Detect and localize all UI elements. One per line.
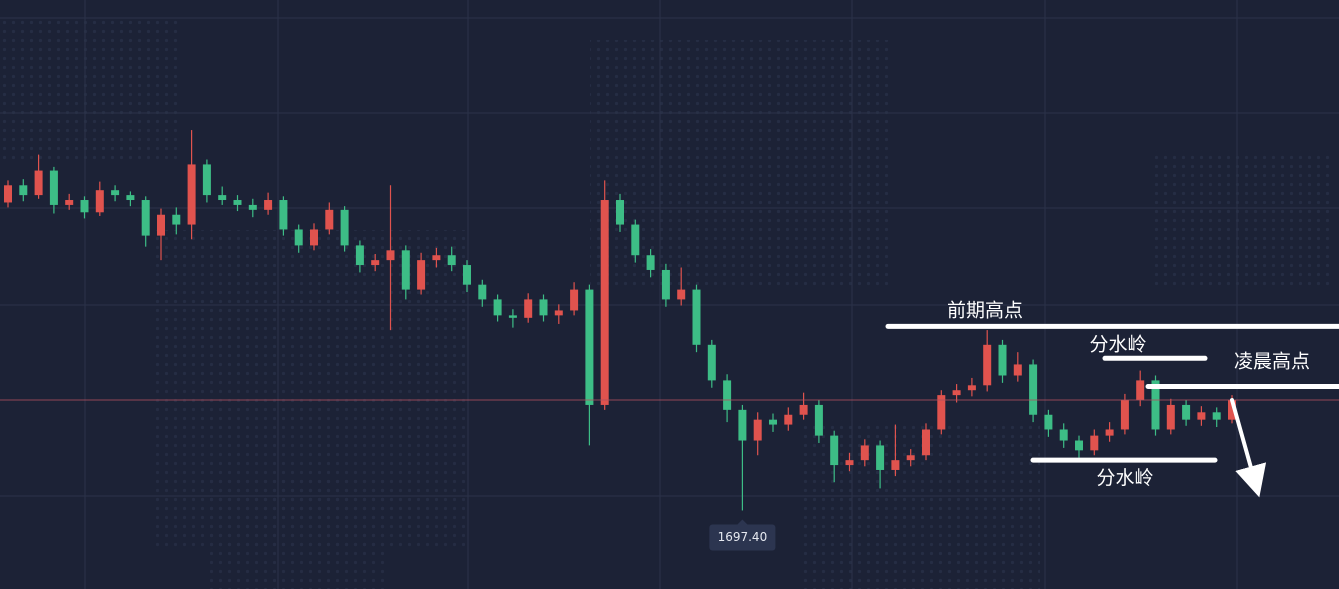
candle-body bbox=[157, 214, 165, 236]
candle-body bbox=[478, 284, 487, 300]
candle-body bbox=[111, 190, 120, 196]
candle-body bbox=[707, 344, 716, 381]
candle-body bbox=[906, 455, 915, 461]
candle-body bbox=[65, 200, 74, 205]
candle-body bbox=[202, 164, 211, 196]
candle-body bbox=[692, 289, 701, 345]
candle-body bbox=[493, 299, 502, 316]
candle-body bbox=[1197, 412, 1206, 420]
candle-body bbox=[218, 195, 227, 201]
candle-body bbox=[447, 255, 456, 266]
candle-body bbox=[738, 409, 747, 441]
candle-body bbox=[952, 390, 961, 396]
candle-body bbox=[1151, 380, 1160, 430]
candle-body bbox=[784, 414, 793, 425]
candle-body bbox=[187, 164, 196, 225]
candle-body bbox=[1029, 364, 1038, 415]
candle-body bbox=[769, 419, 777, 425]
candle-body bbox=[294, 229, 303, 246]
candle-body bbox=[49, 170, 58, 205]
annotation-text: 前期高点 bbox=[947, 299, 1023, 321]
candle-body bbox=[264, 200, 273, 210]
candle-body bbox=[417, 260, 426, 290]
candle-body bbox=[1166, 404, 1175, 430]
candle-body bbox=[1105, 429, 1114, 436]
candle-body bbox=[876, 445, 885, 470]
candle-body bbox=[1044, 414, 1053, 430]
candle-body bbox=[922, 429, 930, 456]
candle-body bbox=[95, 190, 104, 213]
candle-body bbox=[1120, 400, 1129, 430]
candle-body bbox=[845, 460, 854, 466]
candle-body bbox=[677, 289, 686, 300]
candle-body bbox=[432, 255, 441, 261]
candle-body bbox=[279, 200, 288, 230]
low-label: 1697.40 bbox=[718, 530, 768, 544]
candle-body bbox=[508, 315, 517, 318]
candle-body bbox=[1013, 364, 1022, 376]
candle-body bbox=[325, 209, 334, 230]
candle-body bbox=[141, 200, 150, 236]
candle-body bbox=[539, 299, 548, 316]
annotation-text: 分水岭 bbox=[1089, 333, 1146, 355]
candle-body bbox=[1182, 404, 1191, 420]
candle-body bbox=[340, 209, 349, 246]
candle-body bbox=[126, 195, 135, 201]
candle-body bbox=[34, 170, 43, 196]
candle-body bbox=[1212, 412, 1221, 420]
candle-body bbox=[463, 265, 471, 285]
candle-body bbox=[1059, 429, 1068, 441]
candle-body bbox=[570, 289, 579, 311]
candle-body bbox=[616, 200, 624, 225]
candle-body bbox=[233, 200, 242, 205]
candle-body bbox=[600, 200, 609, 405]
candle-body bbox=[248, 204, 257, 210]
candle-body bbox=[723, 380, 732, 410]
candle-body bbox=[371, 260, 380, 266]
candle-body bbox=[554, 310, 563, 316]
candle-body bbox=[172, 214, 181, 225]
candle-body bbox=[1075, 440, 1083, 451]
candles bbox=[4, 130, 1236, 511]
candle-body bbox=[310, 229, 318, 246]
candle-body bbox=[524, 299, 533, 318]
candle-body bbox=[891, 460, 900, 470]
candle-body bbox=[1090, 435, 1099, 451]
candle-body bbox=[80, 200, 89, 213]
candle-body bbox=[1228, 400, 1236, 420]
candle-body bbox=[585, 289, 594, 405]
annotation-text: 分水岭 bbox=[1096, 467, 1153, 489]
candle-body bbox=[860, 445, 869, 461]
candle-body bbox=[401, 250, 410, 290]
candle-body bbox=[937, 395, 946, 430]
low-label-pointer bbox=[737, 519, 748, 525]
candle-body bbox=[646, 255, 655, 270]
candle-body bbox=[998, 344, 1007, 376]
candle-body bbox=[1136, 380, 1145, 401]
world-map-dots bbox=[0, 20, 1330, 589]
candle-body bbox=[753, 419, 762, 441]
candle-body bbox=[386, 250, 395, 261]
candle-body bbox=[19, 185, 28, 196]
candle-body bbox=[967, 385, 976, 391]
candle-body bbox=[814, 404, 823, 436]
candle-body bbox=[661, 269, 670, 300]
candle-body bbox=[799, 404, 808, 415]
candle-body bbox=[983, 344, 992, 386]
down-arrow bbox=[1230, 398, 1267, 498]
candle-body bbox=[830, 435, 839, 466]
candle-body bbox=[631, 224, 640, 256]
candle-body bbox=[355, 245, 364, 266]
annotation-text: 凌晨高点 bbox=[1234, 351, 1310, 373]
candle-body bbox=[4, 185, 12, 203]
low-label-box bbox=[709, 524, 776, 551]
